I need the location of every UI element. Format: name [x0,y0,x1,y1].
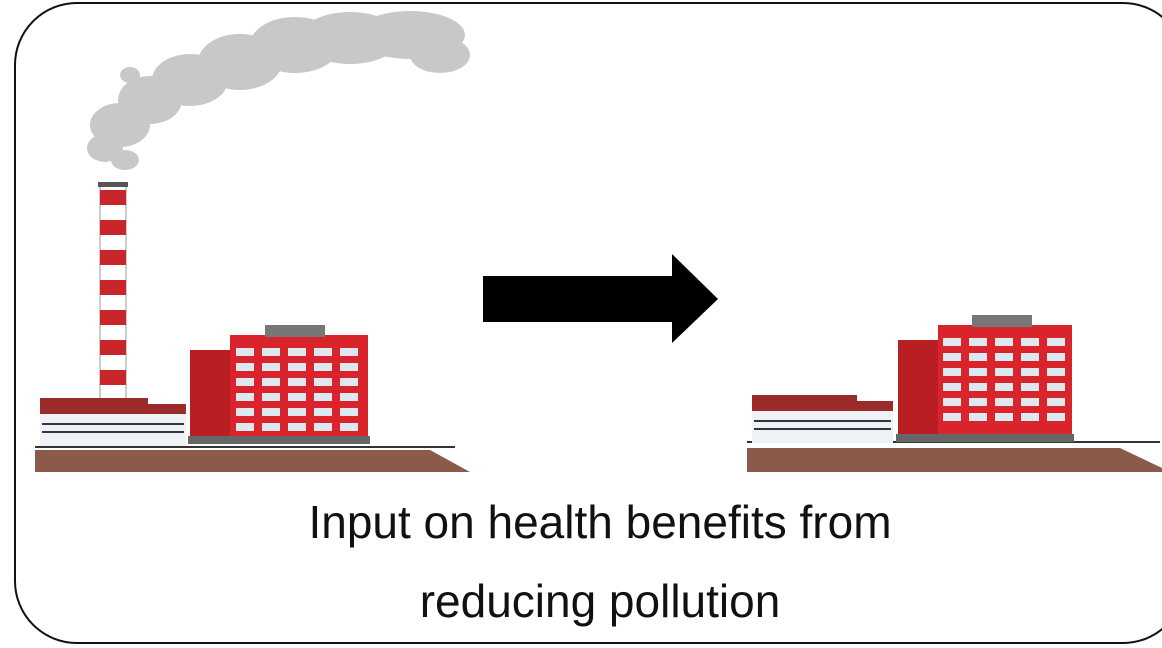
decor [262,393,280,401]
decor [236,378,254,386]
decor [100,370,126,385]
decor [995,368,1013,376]
decor [340,408,358,416]
decor [943,338,961,346]
decor [314,378,332,386]
decor [1047,398,1065,406]
decor [288,378,306,386]
decor [995,383,1013,391]
decor [943,353,961,361]
decor [1047,338,1065,346]
decor [943,383,961,391]
decor [340,378,358,386]
decor [1021,338,1039,346]
decor [236,363,254,371]
decor [943,368,961,376]
decor [340,348,358,356]
slide: Input on health benefits from reducing p… [0,0,1162,648]
decor [236,393,254,401]
decor [969,368,987,376]
decor [969,353,987,361]
decor [314,393,332,401]
decor [969,398,987,406]
decor [100,220,126,235]
decor [969,383,987,391]
decor [1021,368,1039,376]
decor [100,250,126,265]
decor [340,423,358,431]
decor [1021,413,1039,421]
decor [288,423,306,431]
decor [1047,368,1065,376]
decor [288,408,306,416]
decor [262,378,280,386]
decor [995,338,1013,346]
decor [262,348,280,356]
decor [262,363,280,371]
decor [236,408,254,416]
decor [100,310,126,325]
decor [1021,353,1039,361]
decor [314,408,332,416]
decor [100,280,126,295]
decor [969,413,987,421]
decor [100,340,126,355]
decor [969,338,987,346]
decor [288,393,306,401]
decor [1021,383,1039,391]
page: Input on health benefits from reducing p… [0,0,1162,648]
decor [262,408,280,416]
decor [995,413,1013,421]
decor [314,423,332,431]
decor [995,398,1013,406]
decor [943,413,961,421]
decor [314,348,332,356]
decor [262,423,280,431]
decor [1047,413,1065,421]
decor [995,353,1013,361]
decor [1047,383,1065,391]
decor [943,398,961,406]
decor [236,348,254,356]
decor [1021,398,1039,406]
decor [314,363,332,371]
decor [1047,353,1065,361]
decor [340,363,358,371]
decor [100,190,126,205]
caption-line: reducing pollution [420,575,781,627]
decor [236,423,254,431]
decor [288,348,306,356]
decor [340,393,358,401]
caption-line: Input on health benefits from [308,496,891,548]
decor [288,363,306,371]
